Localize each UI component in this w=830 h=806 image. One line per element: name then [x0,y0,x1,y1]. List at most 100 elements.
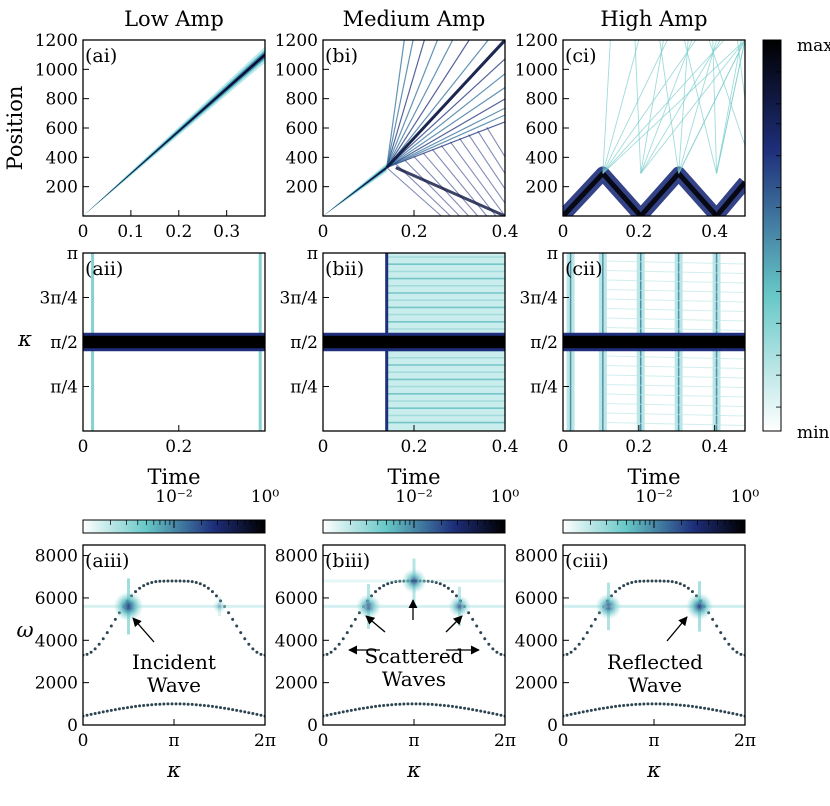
y-tick-label: 200 [286,178,318,198]
acoustic-branch-point [577,711,581,715]
optical-branch-point [569,650,573,654]
acoustic-branch-point [699,706,703,710]
acoustic-branch-point [569,712,573,716]
axes-frame [322,39,506,217]
acoustic-branch-point [426,702,430,706]
acoustic-branch-point [735,712,739,716]
axes-frame [322,544,506,726]
wave-packet [323,163,387,216]
annotation-arrow [666,616,688,642]
small-colorbar: 10⁻² 10⁰ [562,487,759,534]
optical-branch-point [446,586,450,590]
y-tick-label: 400 [526,148,558,168]
acoustic-branch-point [686,704,690,708]
optical-branch-point [158,579,162,583]
optical-branch-point [251,647,255,651]
acoustic-branch-point [370,705,374,709]
optical-branch-point [686,586,690,590]
column-title: Medium Amp [343,7,486,31]
scatter-stripe [604,279,745,284]
acoustic-branch-point [378,704,382,708]
reflected-ray [386,167,442,216]
acoustic-branch-point [723,710,727,714]
acoustic-branch-point [382,703,386,707]
y-tick-label: 4000 [275,631,318,651]
acoustic-branch-point [259,713,263,717]
faint-ray [602,40,725,174]
y-tick-label: 8000 [35,547,78,567]
scattered-ray [386,98,505,169]
optical-branch-point [101,637,105,641]
y-axis-label-omega: ω [16,618,33,642]
axes-frame [322,252,506,432]
acoustic-branch-point [739,713,743,717]
acoustic-branch-point [93,712,97,716]
optical-branch-point [593,617,597,621]
faint-ray [716,40,745,174]
x-tick-label: 0.4 [701,437,728,457]
y-tick-label: 600 [526,119,558,139]
y-tick-label: 1000 [515,60,558,80]
optical-branch-point [495,650,499,654]
heatmap-body [563,579,745,718]
wave-packet [83,46,265,216]
acoustic-branch-point [483,710,487,714]
y-tick-label: 800 [46,90,78,110]
acoustic-branch-point [329,712,333,716]
faint-ray [602,40,611,174]
faint-ray [640,40,745,174]
optical-branch-point [711,617,715,621]
acoustic-branch-point [243,710,247,714]
optical-branch-point [333,647,337,651]
y-tick-label: 1200 [35,31,78,51]
x-tick-label: 0.2 [400,222,427,242]
wave-front [385,40,505,169]
optical-branch-point [634,580,638,584]
optical-branch-point [589,624,593,628]
y-tick-label: π/2 [290,333,318,353]
y-tick-label: π/4 [290,378,318,398]
wave-packet [83,49,265,216]
acoustic-branch-point [495,712,499,716]
optical-branch-point [146,582,150,586]
acoustic-branch-point [231,708,235,712]
scatter-stripe [604,412,745,417]
panel-bi: 0 0.2 0.4 200 400 600 800 1000 1200 (bi) Medium Am… [275,7,519,242]
y-tick-label: 600 [46,119,78,139]
acoustic-branch-point [634,702,638,706]
acoustic-branch-point [247,711,251,715]
optical-branch-point [178,579,182,583]
acoustic-branch-point [214,705,218,709]
optical-branch-point [426,579,430,583]
acoustic-branch-point [690,704,694,708]
wave-packet [83,52,265,216]
acoustic-branch-point [150,703,154,707]
acoustic-branch-point [337,711,341,715]
panel-label: (biii) [325,550,370,572]
reflected-ray [449,141,505,216]
acoustic-branch-point [105,709,109,713]
small-colorbar: 10⁻² 10⁰ [82,487,279,534]
optical-branch-point [390,580,394,584]
acoustic-branch-point [703,706,707,710]
y-axis-label-kappa: κ [17,327,32,351]
acoustic-branch-point [654,702,658,706]
y-tick-label: 200 [46,178,78,198]
y-tick-label: 3π/4 [39,289,78,309]
panel-label: (bii) [325,258,364,280]
acoustic-branch-point [410,702,414,706]
y-tick-label: π [547,244,558,264]
optical-branch-point [353,617,357,621]
acoustic-branch-point [614,704,618,708]
acoustic-branch-point [597,707,601,711]
acoustic-branch-point [255,712,259,716]
optical-branch-point [626,582,630,586]
x-tick-label: 0.2 [165,222,192,242]
y-tick-label: 8000 [275,547,318,567]
small-colorbar-low-label: 10⁻² [395,487,432,507]
x-tick-label: 0.4 [491,222,518,242]
acoustic-branch-point [146,703,150,707]
optical-branch-point [723,637,727,641]
scatter-stripe [604,393,745,398]
optical-branch-point [198,582,202,586]
